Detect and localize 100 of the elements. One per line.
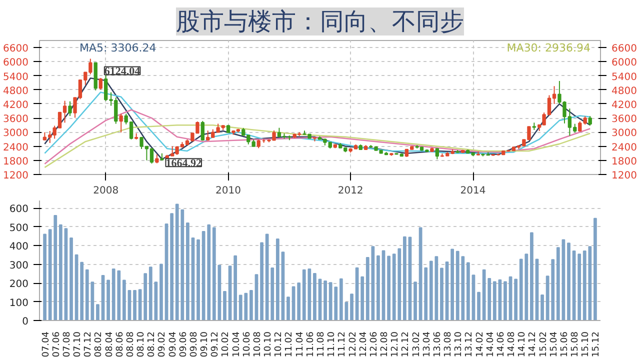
bar [594,218,597,320]
bar [286,296,290,320]
line-series [44,109,591,165]
y-tick-label: 500 [9,222,29,234]
x-tick-label: 14.12 [528,332,538,358]
x-tick-label: 09.08 [189,331,200,358]
y2-tick-label: 6600 [612,44,637,55]
annotation: MA30: 2936.94 [506,42,590,54]
x-tick-label: 10.06 [242,331,252,358]
y2-tick-label: 1200 [612,170,637,182]
y-tick-label: 4200 [3,100,29,111]
x-tick-label: 15.04 [549,331,560,358]
y-tick-label: 0 [22,316,29,328]
chart-title: 股市与楼市：同向、不同步 [176,8,464,36]
candlestick [435,148,440,160]
candlestick [200,120,204,142]
y-tick-label: 200 [9,279,29,290]
y-tick-label: 6000 [3,58,29,69]
x-tick-label: 13.02 [412,332,422,358]
x-tick-label: 07.04 [41,331,52,358]
x-tick-label: 14.04 [486,331,496,358]
candlestick [98,77,102,90]
x-tick-label: 09.06 [178,331,189,358]
bar [376,255,380,320]
bar [504,281,507,320]
bar [276,238,280,320]
bar [360,276,364,320]
bar [196,239,200,320]
y-tick-label: 300 [9,260,29,272]
x-tick-label: 07.10 [73,331,84,358]
x-tick-label: 13.06 [432,331,443,358]
bar [540,294,544,320]
bar [313,272,316,320]
x-tick-label: 15.12 [592,332,602,358]
bar [106,280,110,320]
y-tick-label: 600 [9,204,29,215]
y2-tick-label: 3600 [612,114,637,126]
x-tick-label: 12.04 [358,331,369,358]
bar [440,268,444,320]
x-tick-label: 12.08 [380,331,390,358]
bar [250,290,253,320]
bar [70,238,73,320]
x-tick-label: 09.04 [168,331,178,358]
y-tick-label: 2400 [3,142,29,154]
x-tick-label: 08.04 [104,331,115,358]
line-series [44,124,591,168]
x-tick-label: 14.06 [496,331,506,358]
bar [567,242,570,320]
y-tick-label: 6600 [3,44,29,55]
bar [514,278,518,320]
x-tick-label: 13.08 [444,331,454,358]
x-tick-label: 08.12 [147,332,158,358]
candlestick [588,116,592,126]
bar [450,248,454,320]
y2-tick-label: 2400 [612,142,637,154]
x-tick-label: 08.10 [136,331,147,358]
x-tick-label: 11.02 [284,332,295,358]
candlestick [68,100,72,116]
bar [414,282,417,320]
x-tick-label: 13.10 [454,331,464,358]
bar [260,242,264,320]
bar [160,264,163,320]
x-tick-label: 2010 [216,186,242,196]
candlestick [119,113,123,133]
bar [530,232,534,320]
x-tick-label: 13.12 [464,332,475,358]
y2-tick-label: 4800 [612,86,637,97]
x-tick-label: 07.06 [52,331,62,358]
bar [350,294,354,320]
x-tick-label: 11.08 [316,331,326,358]
y-tick-label: 100 [9,298,29,309]
y-tick-label: 5400 [3,72,29,83]
bar [492,281,496,320]
bar [234,255,238,320]
y-tick-label: 1800 [3,156,29,168]
x-tick-label: 11.10 [327,331,338,358]
x-tick-label: 10.04 [232,331,242,358]
line-series [44,92,591,154]
x-tick-label: 15.10 [581,331,592,358]
bar [170,213,174,320]
x-tick-label: 11.04 [295,331,306,358]
bar [80,262,84,320]
y-tick-label: 3600 [3,114,29,126]
x-tick-label: 10.10 [264,331,274,358]
x-tick-label: 15.06 [560,331,570,358]
y2-tick-label: 6000 [612,58,637,69]
x-tick-label: 2014 [460,186,486,196]
bar [477,292,480,320]
y-tick-label: 1200 [3,170,29,182]
x-tick-label: 15.08 [570,331,581,358]
x-tick-label: 10.12 [274,332,284,358]
x-tick-label: 11.06 [306,331,316,358]
y-tick-label: 400 [9,242,29,252]
bar [324,280,327,320]
x-tick-label: 08.08 [126,331,136,358]
bar [212,227,216,320]
x-tick-label: 09.10 [200,331,210,358]
y2-tick-label: 4200 [612,100,637,111]
x-tick-label: 15.02 [538,332,549,358]
bar [122,280,126,320]
